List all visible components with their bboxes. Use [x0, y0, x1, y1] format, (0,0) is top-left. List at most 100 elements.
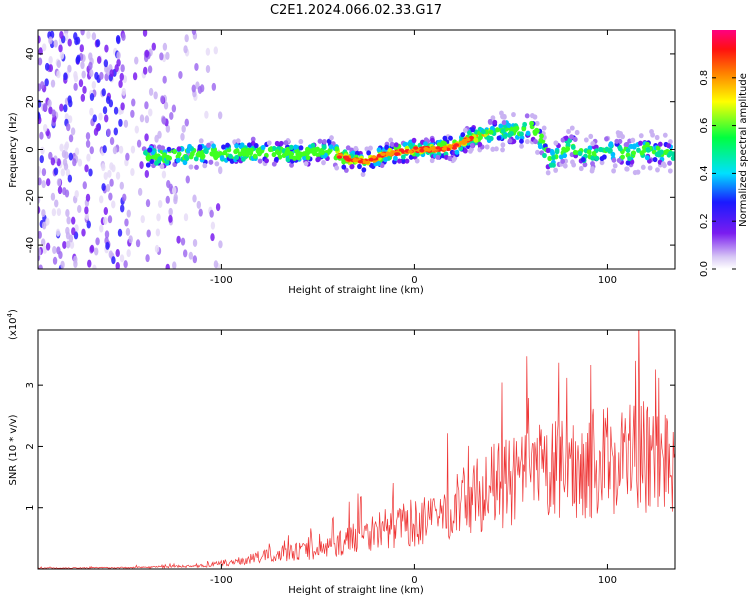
spectrogram-cell	[115, 249, 120, 258]
spectrogram-cell	[104, 230, 110, 239]
spectrogram-cell	[48, 56, 53, 65]
spectrogram-cell	[121, 87, 127, 96]
spectrogram-cell	[336, 155, 343, 159]
spectrogram-cell	[85, 132, 91, 141]
spectrogram-cell	[569, 134, 574, 140]
spectrogram-cell	[538, 137, 544, 143]
spectrogram-cell	[562, 163, 568, 169]
spectrogram-cell	[611, 168, 617, 174]
spectrogram-cell	[197, 85, 203, 94]
spectrogram-cell	[237, 151, 243, 157]
spectrogram-cell	[148, 87, 154, 96]
spectrogram-cell	[274, 156, 279, 162]
spectrogram-cell	[101, 88, 106, 97]
colorbar-tick-label: 0.2	[699, 213, 710, 229]
spectrogram-cell	[255, 148, 261, 154]
spectrogram-cell	[57, 186, 63, 195]
snr-panel: -100 0 100 1 2 3 Height of straight line (km…	[6, 309, 676, 596]
spectrogram-cell	[122, 193, 127, 202]
spectrogram-cell	[78, 79, 84, 88]
spectrogram-cell	[506, 122, 512, 129]
spectrogram-cell	[39, 81, 45, 90]
spectrogram-cell	[82, 181, 87, 190]
spectrogram-cell	[55, 228, 61, 237]
spectrogram-cell	[180, 237, 186, 246]
spectrogram-cell	[71, 216, 76, 225]
spectrogram-cell	[45, 217, 50, 226]
spectrogram-cell	[407, 149, 413, 154]
spectrogram-cell	[164, 158, 170, 165]
spectrogram-cell	[184, 118, 189, 127]
spectrogram-cell	[500, 142, 506, 148]
spectrogram-cell	[65, 168, 71, 177]
spectrogram-cell	[43, 102, 48, 111]
spectrogram-cell	[415, 151, 421, 157]
spectrogram-cell	[114, 64, 119, 73]
spectrogram-cell	[671, 155, 675, 161]
spectrogram-cell	[40, 146, 45, 155]
spectrogram-cell	[490, 115, 496, 121]
spectrogram-cell	[278, 140, 284, 147]
spectrogram-cell	[274, 149, 280, 155]
spectrogram-cell	[77, 205, 82, 214]
spectrogram-cell	[346, 157, 352, 162]
spectrogram-cell	[75, 56, 80, 65]
spectrogram-cell	[40, 238, 46, 247]
spectrogram-cell	[545, 147, 551, 153]
spectrogram-cell	[119, 181, 124, 190]
spectrogram-cell	[625, 147, 631, 153]
spectrogram-cell	[54, 199, 59, 208]
spectrogram-cell	[194, 62, 199, 71]
spectrogram-cell	[184, 34, 189, 43]
spectrogram-cell	[228, 153, 233, 159]
spectrogram-cell	[89, 244, 95, 253]
spectrogram-cell	[451, 146, 457, 150]
spectrogram-cell	[59, 30, 64, 39]
spectrogram-cell	[655, 145, 661, 151]
spectrogram-cell	[71, 227, 76, 236]
spectrogram-cell	[553, 167, 559, 173]
spectrogram-cell	[96, 55, 102, 64]
spectrogram-cell	[594, 155, 600, 161]
spectrogram-cell	[467, 130, 472, 136]
spectrogram-cell	[313, 147, 319, 153]
spectrogram-cell	[277, 154, 283, 160]
spectrogram-cell	[181, 124, 186, 133]
spectrogram-cell	[580, 156, 586, 163]
spectrogram-cell	[198, 208, 203, 217]
spectrogram-cell	[64, 141, 70, 150]
spectrogram-cell	[213, 154, 219, 161]
spectrogram-cell	[130, 168, 135, 177]
spectrogram-cell	[667, 168, 673, 174]
spectrogram-cell	[655, 167, 660, 173]
spectrogram-cell	[271, 151, 277, 158]
spectrogram-cell	[191, 84, 196, 93]
spectrogram-cell	[360, 171, 366, 177]
spectrogram-cell	[50, 79, 56, 88]
spectrogram-cell	[126, 209, 131, 218]
spectrogram-cell	[470, 127, 476, 133]
spectrogram-cell	[171, 104, 177, 113]
spectrogram-cell	[533, 138, 538, 145]
spectrogram-cell	[209, 209, 214, 218]
spectrogram-cell	[85, 193, 91, 202]
spectrogram-panel: -100 0 100 -40 -20 0 20 40 Height of straight …	[8, 29, 676, 296]
spectrogram-cell	[161, 170, 167, 179]
spectrogram-cell	[50, 192, 56, 201]
spectrogram-cell	[486, 135, 492, 141]
spectrogram-cell	[353, 145, 359, 152]
spectrogram-cell	[218, 166, 223, 175]
spectrogram-cell	[154, 134, 159, 143]
spectrogram-cell	[253, 143, 259, 149]
spectrogram-cell	[188, 154, 194, 160]
spectrogram-cell	[519, 131, 524, 137]
spectrogram-cell	[94, 71, 99, 80]
spectrogram-cell	[73, 255, 78, 264]
spectrogram-cell	[624, 141, 630, 148]
x-tick-label: -100	[210, 575, 233, 586]
spectrogram-cell	[163, 101, 169, 110]
spectrogram-cell	[125, 152, 130, 161]
spectrogram-cell	[169, 111, 174, 120]
spectrogram-cell	[182, 159, 188, 166]
spectrogram-cell	[194, 164, 199, 170]
